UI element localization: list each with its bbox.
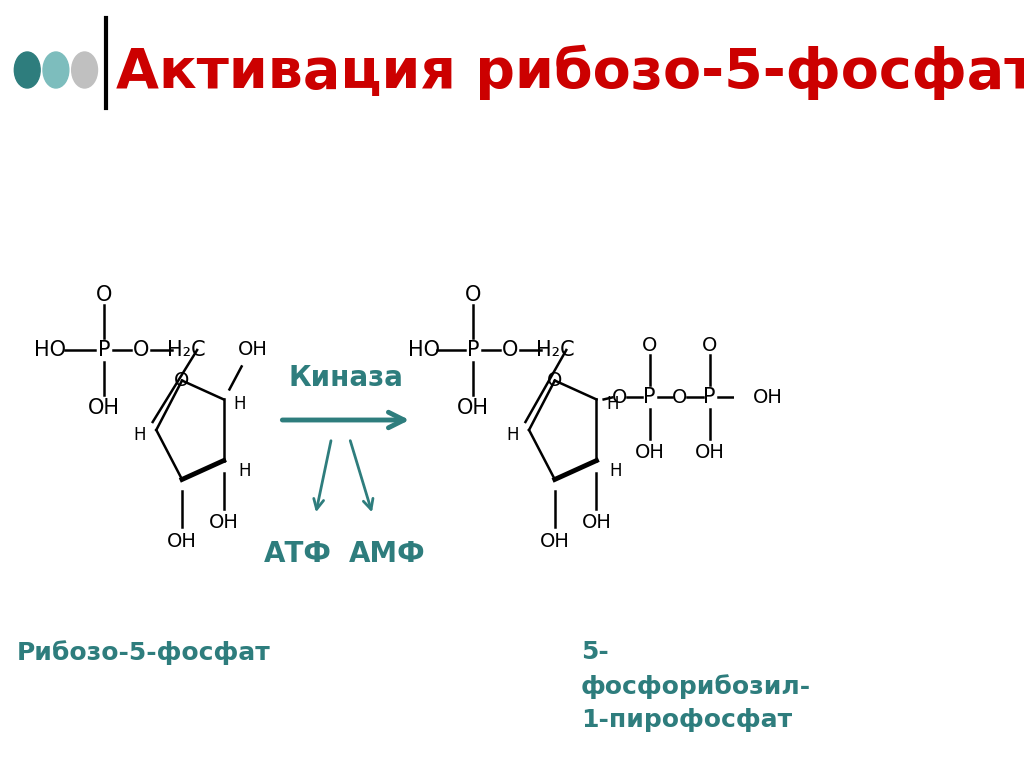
Text: H₂C: H₂C — [537, 340, 574, 360]
Text: H: H — [238, 462, 251, 479]
Text: АТФ: АТФ — [263, 540, 332, 568]
Text: OH: OH — [635, 443, 665, 462]
Text: OH: OH — [457, 398, 489, 418]
Text: 5-
фосфорибозил-
1-пирофосфат: 5- фосфорибозил- 1-пирофосфат — [581, 640, 811, 732]
Text: P: P — [643, 387, 655, 407]
Text: O: O — [702, 336, 718, 355]
Text: Активация рибозо-5-фосфата: Активация рибозо-5-фосфата — [116, 44, 1024, 100]
Text: O: O — [547, 371, 562, 390]
Text: O: O — [465, 285, 481, 305]
Text: H: H — [606, 396, 618, 413]
Text: O: O — [174, 371, 189, 390]
Text: OH: OH — [238, 340, 267, 359]
Text: H: H — [233, 396, 246, 413]
Text: H₂C: H₂C — [167, 340, 206, 360]
Text: O: O — [502, 340, 518, 360]
Text: OH: OH — [695, 443, 725, 462]
Text: O: O — [642, 336, 657, 355]
Text: P: P — [703, 387, 716, 407]
Text: HO: HO — [34, 340, 67, 360]
Text: Рибозо-5-фосфат: Рибозо-5-фосфат — [16, 640, 270, 665]
Text: H: H — [507, 426, 519, 444]
Text: P: P — [467, 340, 479, 360]
Text: O: O — [133, 340, 150, 360]
Text: OH: OH — [582, 513, 611, 532]
Text: O: O — [611, 388, 627, 407]
Text: O: O — [672, 388, 687, 407]
Text: OH: OH — [167, 532, 197, 551]
Circle shape — [14, 52, 40, 88]
Text: OH: OH — [540, 532, 569, 551]
Text: OH: OH — [88, 398, 120, 418]
Text: OH: OH — [209, 513, 239, 532]
Text: АМФ: АМФ — [349, 540, 425, 568]
Text: H: H — [609, 462, 622, 479]
Text: Киназа: Киназа — [289, 364, 403, 392]
Text: P: P — [97, 340, 111, 360]
Text: H: H — [134, 426, 146, 444]
Text: HO: HO — [409, 340, 440, 360]
Circle shape — [43, 52, 69, 88]
Text: O: O — [96, 285, 113, 305]
Circle shape — [72, 52, 97, 88]
Text: OH: OH — [753, 388, 782, 407]
